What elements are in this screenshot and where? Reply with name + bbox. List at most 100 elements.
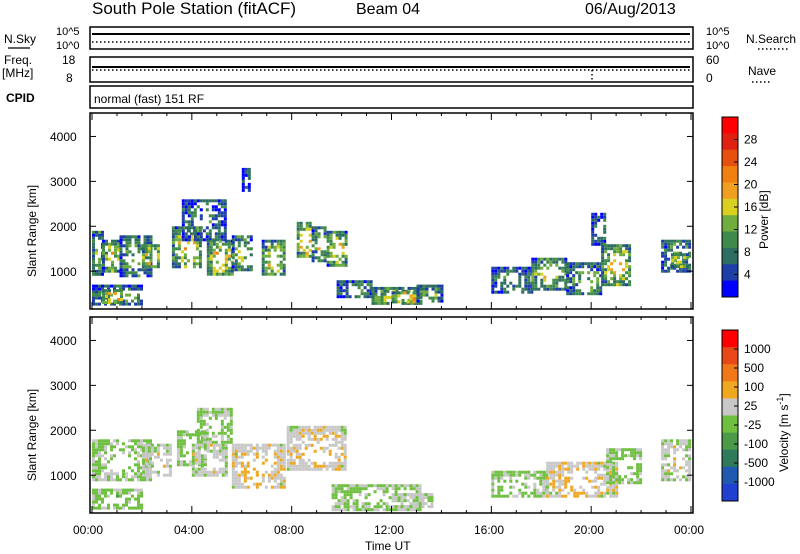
power-ylabel: Slant Range [km] xyxy=(25,185,39,277)
data-patch xyxy=(92,488,143,510)
data-patch xyxy=(391,291,419,304)
data-patch xyxy=(191,443,228,477)
data-patch xyxy=(416,284,444,303)
vel-cbar-tick-label: 25 xyxy=(744,399,758,413)
power-ytick-1000: 1000 xyxy=(50,265,77,279)
vel-cbar-swatch xyxy=(722,398,738,416)
data-patch xyxy=(531,257,568,291)
nsearch-tick-bottom: 10^0 xyxy=(706,40,730,52)
vel-cbar-swatch xyxy=(722,364,738,382)
power-ytick-4000: 4000 xyxy=(50,130,77,144)
x-tick-6: 00:00 xyxy=(674,523,704,537)
power-cbar-tick-label: 12 xyxy=(744,223,758,237)
power-cbar-tick-label: 4 xyxy=(744,268,751,282)
vel-cbar-swatch xyxy=(722,330,738,348)
x-tick-2: 08:00 xyxy=(274,523,304,537)
nsky-label: N.Sky xyxy=(4,32,36,46)
nave-tick-bottom: 0 xyxy=(706,71,713,85)
data-patch xyxy=(141,244,160,269)
data-patch xyxy=(241,167,251,192)
vel-cbar-swatch xyxy=(722,381,738,399)
power-cbar-swatch xyxy=(722,215,738,233)
data-patch xyxy=(119,235,153,278)
noise-panel-frame xyxy=(89,26,694,50)
freq-tick-top: 18 xyxy=(62,53,76,67)
station-title: South Pole Station (fitACF) xyxy=(92,0,296,18)
data-patch xyxy=(181,199,227,242)
x-axis-label: Time UT xyxy=(365,539,411,553)
data-patch xyxy=(566,262,603,296)
data-patch xyxy=(102,289,123,305)
power-cbar-swatch xyxy=(722,231,738,249)
nave-label: Nave xyxy=(748,64,776,78)
data-patch xyxy=(102,239,120,273)
vel-ytick-4000: 4000 xyxy=(50,334,77,348)
vel-ytick-3000: 3000 xyxy=(50,379,77,393)
power-cbar-tick-label: 16 xyxy=(744,200,758,214)
power-cbar-swatch xyxy=(722,166,738,183)
nsky-tick-top: 10^5 xyxy=(56,26,80,38)
data-patch xyxy=(491,266,534,294)
vel-cbar-tick-label: -25 xyxy=(744,418,762,432)
vel-cbar-swatch xyxy=(722,415,738,434)
x-tick-1: 04:00 xyxy=(174,523,204,537)
data-patch xyxy=(546,461,619,498)
power-cbar-tick-label: 24 xyxy=(744,155,758,169)
data-patch xyxy=(606,448,643,485)
data-patch xyxy=(196,407,233,444)
vel-cbar-label-sup: -1 xyxy=(775,397,785,405)
data-patch xyxy=(141,443,172,477)
vel-cbar-swatch xyxy=(722,347,738,365)
nsearch-label: N.Search xyxy=(746,32,796,46)
cpid-panel-frame xyxy=(89,85,694,109)
velocity-heatmap xyxy=(92,407,692,512)
vel-cbar-swatch xyxy=(722,483,738,502)
data-patch xyxy=(231,443,286,489)
vel-cbar-tick-label: 1000 xyxy=(744,342,771,356)
freq-label-2: [MHz] xyxy=(2,66,33,80)
x-tick-5: 20:00 xyxy=(574,523,604,537)
data-patch xyxy=(286,425,347,471)
power-cbar-label: Power [dB] xyxy=(757,190,771,249)
vel-cbar-label: Velocity [m s-1] xyxy=(775,393,791,472)
power-cbar-swatch xyxy=(722,149,738,167)
data-patch xyxy=(326,230,348,267)
data-patch xyxy=(491,470,549,498)
data-patch xyxy=(671,253,689,269)
vel-cbar-tick-label: -1000 xyxy=(744,475,775,489)
data-patch xyxy=(261,239,286,276)
vel-cbar-frame xyxy=(721,329,739,502)
x-tick-0: 00:00 xyxy=(73,523,103,537)
date-title: 06/Aug/2013 xyxy=(585,1,676,18)
power-cbar-swatch xyxy=(722,264,738,282)
data-patch xyxy=(336,280,373,299)
nave-tick-top: 60 xyxy=(706,53,720,67)
vel-cbar-tick-label: 100 xyxy=(744,380,764,394)
power-cbar-swatch xyxy=(722,182,738,200)
vel-cbar-tick-label: -100 xyxy=(744,437,768,451)
data-patch xyxy=(206,239,234,276)
vel-cbar-swatch xyxy=(722,432,738,451)
velocity-colorbar: 1000 500 100 25 -25 -100 -500 -1000 xyxy=(721,329,775,502)
data-patch xyxy=(661,439,692,482)
nsearch-tick-top: 10^5 xyxy=(706,26,730,38)
cpid-value: normal (fast) 151 RF xyxy=(94,92,204,106)
vel-cbar-label-end: ] xyxy=(777,393,791,396)
freq-label-1: Freq. xyxy=(4,53,32,67)
vel-cbar-tick-label: -500 xyxy=(744,456,768,470)
power-cbar-swatch xyxy=(722,133,738,151)
data-patch xyxy=(601,244,632,287)
data-patch xyxy=(391,493,434,509)
x-tick-4: 16:00 xyxy=(474,523,504,537)
power-ytick-2000: 2000 xyxy=(50,220,77,234)
power-cbar-tick-label: 20 xyxy=(744,178,758,192)
cpid-label: CPID xyxy=(6,91,35,105)
power-cbar-swatch xyxy=(722,247,738,265)
data-patch xyxy=(296,221,312,258)
vel-cbar-swatch xyxy=(722,466,738,485)
x-axis-ticks xyxy=(90,113,693,513)
nsky-tick-bottom: 10^0 xyxy=(56,40,80,52)
vel-ylabel: Slant Range [km] xyxy=(25,389,39,481)
power-cbar-tick-label: 8 xyxy=(744,245,751,259)
